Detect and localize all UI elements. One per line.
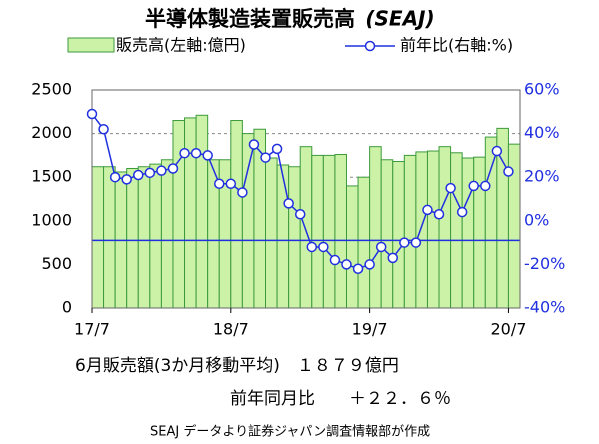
line-marker bbox=[433, 209, 445, 220]
y2-tick-label: 60% bbox=[524, 80, 560, 99]
y2-tick-label: 40% bbox=[524, 123, 560, 142]
x-tick-label: 20/7 bbox=[490, 320, 526, 339]
x-tick-label: 17/7 bbox=[74, 320, 110, 339]
bar bbox=[299, 146, 313, 309]
line-marker bbox=[294, 209, 306, 220]
line-marker bbox=[445, 182, 456, 194]
line-marker bbox=[167, 163, 179, 174]
line-marker bbox=[260, 152, 271, 163]
line-marker bbox=[352, 263, 364, 275]
line-marker bbox=[480, 180, 491, 192]
line-marker bbox=[86, 108, 98, 120]
y2-tick-label: 20% bbox=[524, 167, 560, 186]
bar bbox=[426, 150, 440, 309]
line-marker bbox=[341, 259, 352, 270]
line-marker bbox=[121, 174, 132, 185]
legend-label: 前年比(右軸:%) bbox=[400, 36, 513, 55]
bar bbox=[103, 166, 116, 309]
line-marker bbox=[387, 252, 399, 264]
line-marker bbox=[179, 147, 190, 159]
bar bbox=[265, 157, 278, 309]
annotation: 前年同月比 ＋２２．６％ bbox=[230, 389, 451, 409]
x-tick-label: 18/7 bbox=[213, 320, 249, 339]
chart-title-note: (SEAJ) bbox=[365, 7, 434, 31]
y2-tick-label: -40% bbox=[524, 298, 565, 317]
bar bbox=[450, 152, 463, 309]
y2-tick-label: -20% bbox=[524, 254, 565, 273]
line-marker bbox=[306, 241, 318, 253]
bar bbox=[149, 163, 162, 309]
line-marker bbox=[237, 187, 248, 198]
bar bbox=[137, 166, 151, 309]
annotation: 6月販売額(3か月移動平均) １８７９億円 bbox=[75, 356, 399, 376]
bar bbox=[311, 154, 324, 309]
line-marker bbox=[248, 139, 260, 150]
bar bbox=[322, 154, 336, 309]
line-marker bbox=[144, 167, 156, 179]
bar bbox=[195, 114, 209, 309]
y-tick-label: 2000 bbox=[31, 123, 72, 142]
line-marker bbox=[318, 241, 329, 253]
bar bbox=[230, 120, 243, 309]
line-marker bbox=[399, 237, 410, 248]
line-marker bbox=[283, 198, 294, 209]
chart-title: 半導体製造装置販売高 bbox=[145, 7, 355, 31]
bar bbox=[288, 166, 301, 309]
line-marker bbox=[213, 178, 225, 189]
line-marker bbox=[225, 178, 237, 189]
y-tick-label: 1500 bbox=[31, 167, 72, 186]
line-marker bbox=[456, 206, 468, 218]
source-note: SEAJ データより証券ジャパン調査情報部が作成 bbox=[150, 424, 430, 440]
legend-marker bbox=[364, 40, 376, 52]
bar bbox=[403, 154, 417, 309]
y-tick-label: 500 bbox=[41, 254, 72, 273]
line-marker bbox=[375, 241, 387, 253]
bar bbox=[369, 146, 382, 309]
plot-frame bbox=[91, 89, 521, 309]
bar bbox=[241, 133, 255, 309]
bar bbox=[334, 154, 347, 309]
bar bbox=[160, 159, 174, 309]
bar bbox=[473, 156, 486, 309]
bar bbox=[91, 166, 105, 309]
legend-label: 販売高(左軸:億円) bbox=[116, 36, 246, 55]
legend-swatch bbox=[67, 37, 115, 53]
bar bbox=[461, 157, 475, 309]
bar bbox=[484, 136, 498, 309]
x-tick-label: 19/7 bbox=[352, 320, 388, 339]
bar bbox=[438, 146, 452, 309]
y-tick-label: 0 bbox=[62, 298, 72, 317]
bar bbox=[126, 167, 139, 309]
bar bbox=[345, 185, 359, 309]
line-marker bbox=[190, 147, 202, 159]
line-marker bbox=[271, 143, 283, 155]
line-marker bbox=[503, 166, 514, 177]
bar bbox=[184, 117, 197, 309]
line-marker bbox=[156, 165, 167, 176]
y2-tick-label: 0% bbox=[524, 210, 549, 229]
line-marker bbox=[109, 171, 121, 183]
line-marker bbox=[422, 204, 433, 216]
line-marker bbox=[98, 123, 109, 135]
y-tick-label: 2500 bbox=[31, 80, 72, 99]
bar bbox=[276, 164, 290, 309]
line-marker bbox=[468, 180, 479, 192]
line-marker bbox=[410, 237, 422, 248]
line-marker bbox=[491, 145, 503, 157]
bar bbox=[392, 161, 405, 309]
bar bbox=[357, 176, 371, 309]
bar bbox=[380, 159, 394, 309]
bar bbox=[415, 151, 428, 309]
line-marker bbox=[202, 150, 213, 161]
line-marker bbox=[364, 259, 375, 270]
line-marker bbox=[329, 254, 341, 266]
y-tick-label: 1000 bbox=[31, 210, 72, 229]
line-marker bbox=[133, 169, 144, 181]
